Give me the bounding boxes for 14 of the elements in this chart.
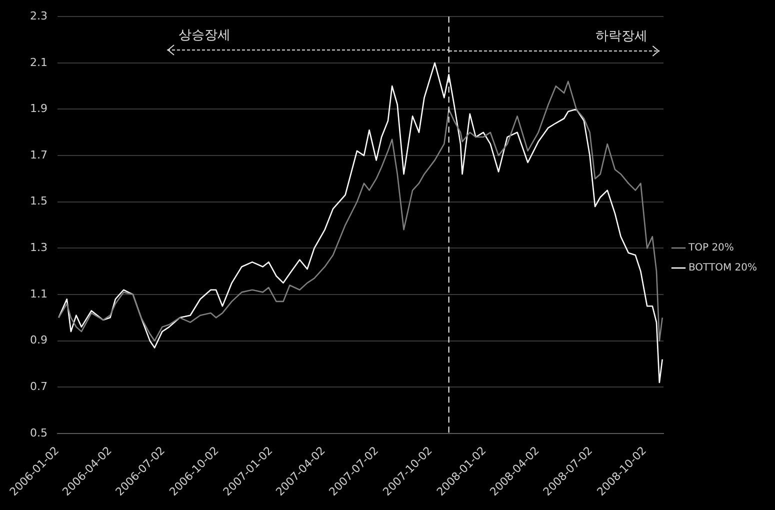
y-tick-label: 1.3	[30, 241, 48, 254]
y-tick-label: 1.5	[30, 194, 48, 208]
annotation: 하락장세	[595, 28, 648, 46]
legend-label: BOTTOM 20%	[688, 262, 758, 274]
y-tick-label: 0.9	[30, 334, 48, 347]
y-tick-label: 1.7	[30, 148, 48, 162]
y-tick-label: 0.5	[30, 426, 48, 440]
y-tick-label: 2.1	[30, 56, 48, 69]
y-tick-label: 2.3	[30, 9, 48, 22]
legend-label: TOP 20%	[688, 242, 734, 254]
y-tick-label: 1.1	[30, 287, 48, 300]
y-tick-label: 0.7	[30, 380, 48, 394]
y-tick-label: 1.9	[30, 102, 48, 116]
annotation: 상승장세	[178, 26, 231, 44]
